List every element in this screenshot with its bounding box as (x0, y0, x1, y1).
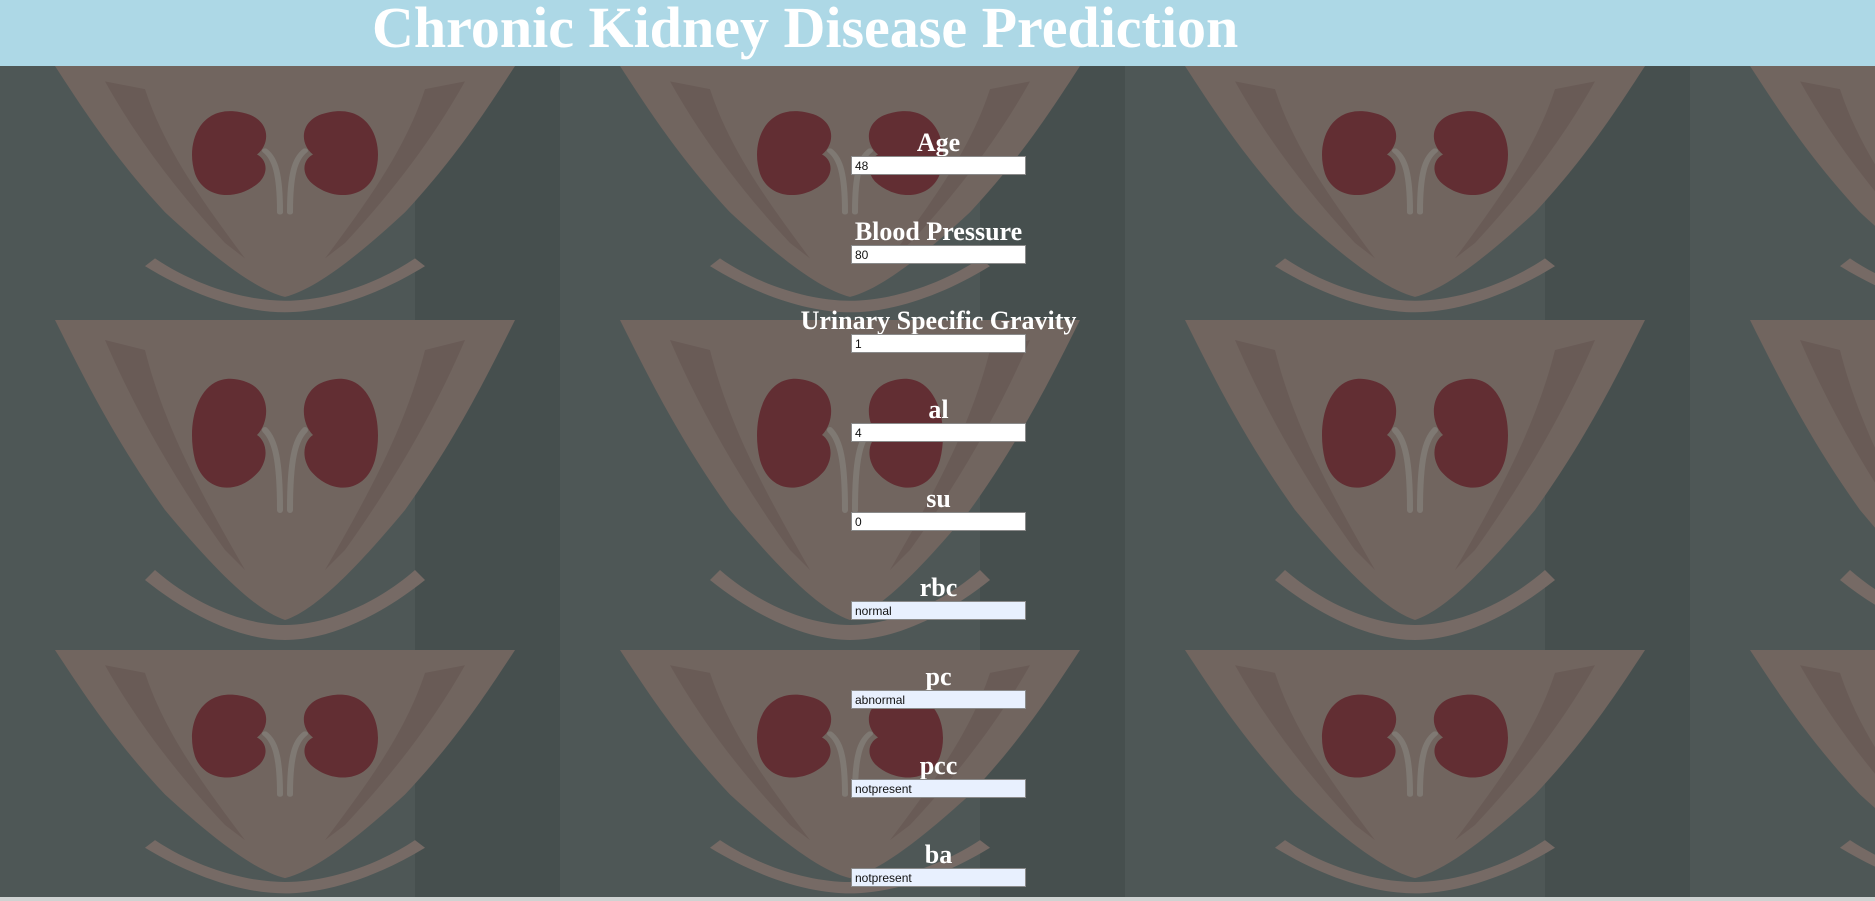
al-input[interactable] (851, 423, 1026, 442)
field-age: Age (0, 128, 1875, 208)
ba-label: ba (924, 840, 953, 869)
pcc-label: pcc (919, 751, 958, 780)
al-label: al (928, 395, 949, 424)
field-pc: pc (0, 662, 1875, 742)
pcc-input[interactable] (851, 779, 1026, 798)
blood-pressure-input[interactable] (851, 245, 1026, 264)
age-input[interactable] (851, 156, 1026, 175)
field-blood-pressure: Blood Pressure (0, 217, 1875, 297)
field-rbc: rbc (0, 573, 1875, 653)
bottom-scrollbar-strip (0, 897, 1875, 901)
field-al: al (0, 395, 1875, 475)
field-su: su (0, 484, 1875, 564)
pc-label: pc (925, 662, 952, 691)
header-bar: Chronic Kidney Disease Prediction (0, 0, 1875, 66)
su-label: su (926, 484, 951, 513)
field-urinary-specific-gravity: Urinary Specific Gravity (0, 306, 1875, 386)
blood-pressure-label: Blood Pressure (854, 217, 1023, 246)
page-title: Chronic Kidney Disease Prediction (372, 0, 1239, 60)
pc-input[interactable] (851, 690, 1026, 709)
field-pcc: pcc (0, 751, 1875, 831)
age-label: Age (916, 128, 961, 157)
urinary-specific-gravity-label: Urinary Specific Gravity (800, 306, 1077, 335)
rbc-input[interactable] (851, 601, 1026, 620)
ba-input[interactable] (851, 868, 1026, 887)
background-image (0, 66, 1875, 901)
background-dim-overlay (0, 66, 1875, 901)
su-input[interactable] (851, 512, 1026, 531)
rbc-label: rbc (919, 573, 958, 602)
urinary-specific-gravity-input[interactable] (851, 334, 1026, 353)
field-ba: ba (0, 840, 1875, 901)
